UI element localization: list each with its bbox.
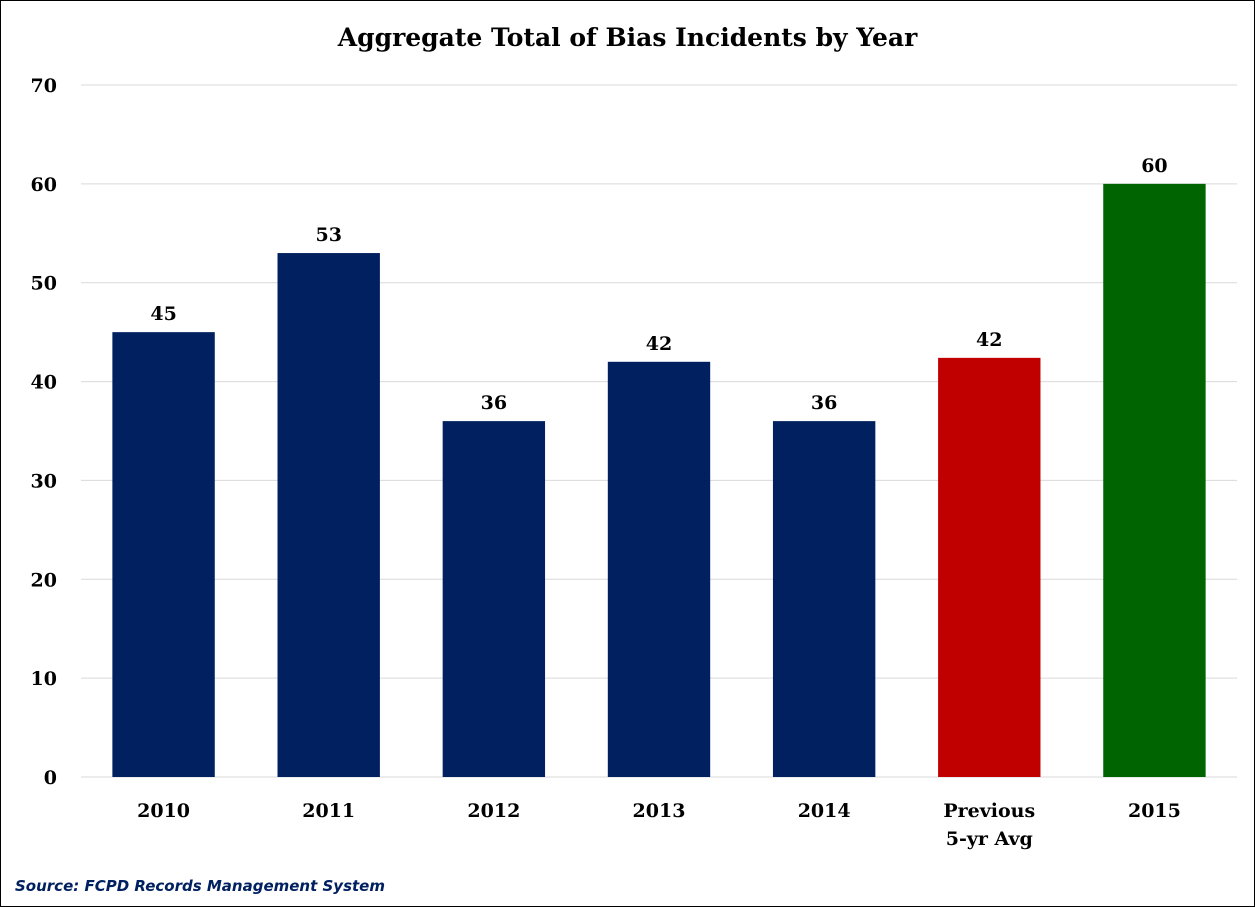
bar xyxy=(772,421,876,777)
y-tick-label: 50 xyxy=(31,273,57,295)
bar xyxy=(938,357,1041,777)
y-tick-label: 30 xyxy=(31,470,57,492)
x-tick-label: Previous xyxy=(943,800,1035,822)
data-label: 53 xyxy=(315,224,341,246)
data-label: 42 xyxy=(976,329,1002,351)
y-tick-label: 0 xyxy=(44,767,57,789)
data-label: 36 xyxy=(481,392,507,414)
x-tick-label: 2011 xyxy=(302,800,355,822)
data-label: 60 xyxy=(1141,155,1167,177)
chart-title: Aggregate Total of Bias Incidents by Yea… xyxy=(337,23,918,52)
y-tick-label: 10 xyxy=(31,668,57,690)
x-tick-label: 2012 xyxy=(467,800,520,822)
x-tick-label: 2015 xyxy=(1128,800,1181,822)
x-tick-label: 2010 xyxy=(137,800,190,822)
bar xyxy=(277,253,380,778)
bar xyxy=(112,332,215,777)
bar xyxy=(1103,183,1206,777)
x-tick-label: 2014 xyxy=(798,800,851,822)
data-label: 36 xyxy=(811,392,837,414)
x-tick-label: 5-yr Avg xyxy=(946,828,1033,850)
y-tick-label: 70 xyxy=(31,75,57,97)
y-tick-label: 20 xyxy=(31,569,57,591)
data-label: 45 xyxy=(150,303,176,325)
source-note: Source: FCPD Records Management System xyxy=(15,877,385,895)
y-tick-label: 40 xyxy=(31,372,57,394)
x-tick-label: 2013 xyxy=(633,800,686,822)
y-tick-label: 60 xyxy=(31,174,57,196)
bar xyxy=(607,361,711,777)
bar xyxy=(442,421,546,777)
data-label: 42 xyxy=(646,333,672,355)
